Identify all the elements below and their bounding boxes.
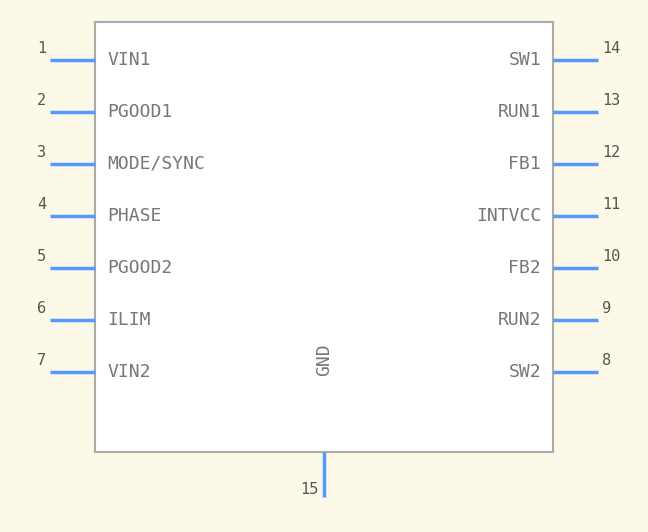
Text: RUN2: RUN2 <box>498 311 541 329</box>
Text: FB1: FB1 <box>509 155 541 173</box>
Text: 7: 7 <box>37 353 46 368</box>
Text: 2: 2 <box>37 93 46 108</box>
Text: 9: 9 <box>602 301 611 316</box>
Text: 8: 8 <box>602 353 611 368</box>
Text: 3: 3 <box>37 145 46 160</box>
Text: 12: 12 <box>602 145 620 160</box>
Text: VIN1: VIN1 <box>107 51 150 69</box>
Text: 5: 5 <box>37 249 46 264</box>
Text: 14: 14 <box>602 41 620 56</box>
Text: RUN1: RUN1 <box>498 103 541 121</box>
Text: ILIM: ILIM <box>107 311 150 329</box>
Bar <box>95 22 553 452</box>
Text: PHASE: PHASE <box>107 207 161 225</box>
Text: 6: 6 <box>37 301 46 316</box>
Text: INTVCC: INTVCC <box>476 207 541 225</box>
Text: 15: 15 <box>300 483 318 497</box>
Text: 4: 4 <box>37 197 46 212</box>
Text: 11: 11 <box>602 197 620 212</box>
Text: 10: 10 <box>602 249 620 264</box>
Text: PGOOD2: PGOOD2 <box>107 259 172 277</box>
Text: 13: 13 <box>602 93 620 108</box>
Text: FB2: FB2 <box>509 259 541 277</box>
Text: 1: 1 <box>37 41 46 56</box>
Text: SW1: SW1 <box>509 51 541 69</box>
Text: VIN2: VIN2 <box>107 363 150 381</box>
Text: PGOOD1: PGOOD1 <box>107 103 172 121</box>
Text: SW2: SW2 <box>509 363 541 381</box>
Text: GND: GND <box>315 344 333 376</box>
Text: MODE/SYNC: MODE/SYNC <box>107 155 205 173</box>
